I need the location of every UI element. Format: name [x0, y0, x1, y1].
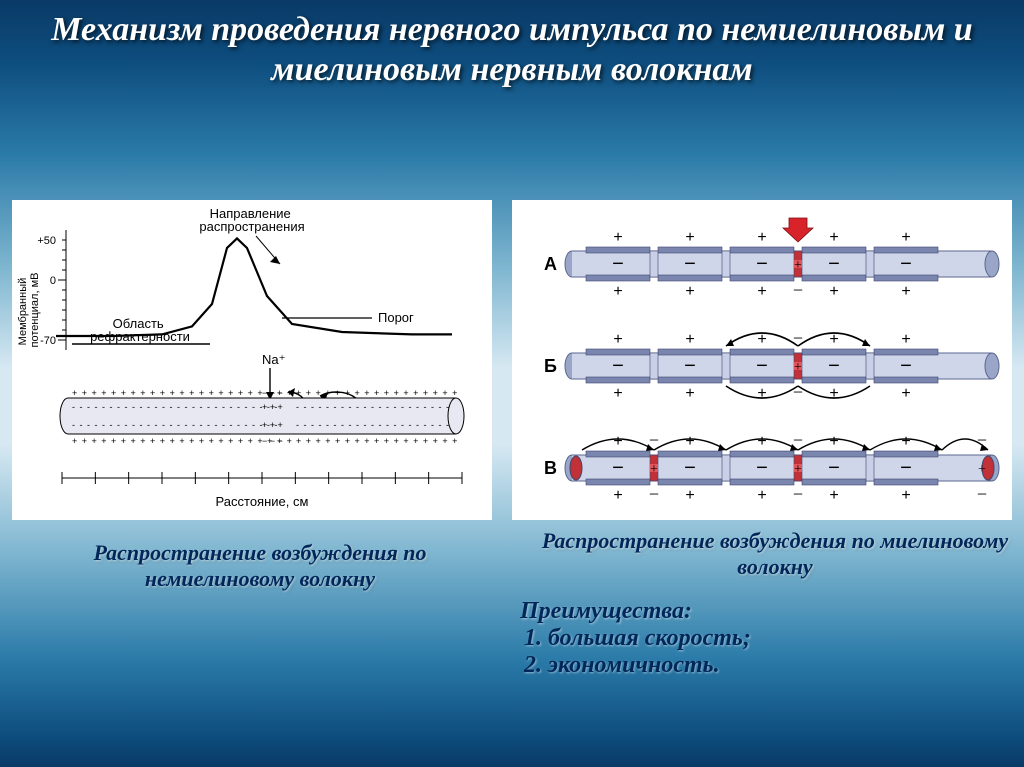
svg-text:−: − [684, 355, 696, 377]
stage-label: А [544, 254, 557, 274]
svg-text:+: + [794, 462, 802, 477]
svg-text:−: − [612, 355, 624, 377]
y-axis-label-line1: Мембранный [17, 278, 29, 346]
advantages-block: Преимущества: большая скорость; экономич… [520, 598, 1010, 679]
svg-text:− − −: − − − [262, 388, 283, 398]
advantages-heading: Преимущества: [520, 598, 1010, 625]
svg-text:+: + [613, 487, 622, 504]
svg-text:- - - - - - - - - - - - - - -: - - - - - - - - - - - - - - - - - - - - … [296, 420, 450, 430]
svg-text:+: + [829, 283, 838, 300]
ytick-0: 0 [50, 275, 56, 287]
stage-label: В [544, 458, 557, 478]
svg-text:−: − [900, 355, 912, 377]
svg-text:+: + [901, 283, 910, 300]
svg-text:−: − [828, 253, 840, 275]
svg-text:+: + [685, 385, 694, 402]
refractory-label-2: рефрактерности [90, 329, 190, 344]
svg-text:+: + [794, 258, 802, 273]
svg-text:−: − [756, 457, 768, 479]
svg-text:−: − [756, 355, 768, 377]
left-diagram-panel: Мембранный потенциал, мВ +50 0 -70 [12, 200, 492, 520]
svg-text:−: − [793, 484, 803, 504]
svg-text:+: + [829, 433, 838, 450]
svg-text:+: + [901, 331, 910, 348]
svg-text:+: + [613, 331, 622, 348]
svg-text:+: + [613, 283, 622, 300]
svg-text:+ + + + + + + + + + + + + + +: + + + + + + + + + + + + + + + + + [296, 436, 458, 446]
svg-text:Мембранный потенциал,: Мембранный потенциал, мВ [17, 273, 41, 348]
ytick-neg70: -70 [40, 335, 56, 347]
svg-text:+: + [901, 385, 910, 402]
svg-text:−: − [828, 355, 840, 377]
left-caption: Распространение возбуждения по немиелино… [40, 540, 480, 593]
svg-text:+: + [757, 385, 766, 402]
svg-text:Направление распростра: Направление распространения [199, 206, 304, 234]
svg-text:−: − [900, 253, 912, 275]
svg-text:- - - - - - - - - - - - - - -: - - - - - - - - - - - - - - - - - - - - … [72, 420, 278, 430]
svg-text:−: − [900, 457, 912, 479]
svg-text:−: − [649, 484, 659, 504]
svg-text:- - - - - - - - - - - - - - -: - - - - - - - - - - - - - - - - - - - - … [72, 402, 278, 412]
svg-text:−: − [612, 253, 624, 275]
svg-text:Область рефрактерности: Область рефрактерности [90, 316, 190, 344]
svg-text:+ + + + + + + + + + + + + + +: + + + + + + + + + + + + + + + + + + + + … [72, 388, 293, 398]
svg-text:+: + [829, 487, 838, 504]
na-label: Na⁺ [262, 352, 285, 367]
svg-text:+: + [650, 462, 658, 477]
svg-text:+: + [685, 331, 694, 348]
slide: Механизм проведения нервного импульса по… [0, 0, 1024, 767]
svg-text:+: + [757, 433, 766, 450]
svg-text:+: + [901, 487, 910, 504]
svg-text:+: + [829, 385, 838, 402]
svg-text:+: + [829, 229, 838, 246]
svg-text:+: + [685, 229, 694, 246]
slide-title: Механизм проведения нервного импульса по… [0, 10, 1024, 90]
stage-label: Б [544, 356, 557, 376]
svg-text:+: + [613, 385, 622, 402]
svg-text:+: + [685, 283, 694, 300]
svg-text:+: + [757, 229, 766, 246]
action-potential-diagram: Мембранный потенциал, мВ +50 0 -70 [12, 200, 492, 520]
svg-text:−: − [828, 457, 840, 479]
right-caption: Распространение возбуждения по миелиново… [540, 528, 1010, 581]
svg-text:−: − [977, 484, 987, 504]
svg-text:−: − [684, 253, 696, 275]
svg-text:−: − [756, 253, 768, 275]
svg-text:+: + [757, 283, 766, 300]
svg-text:+: + [901, 433, 910, 450]
ytick-50: +50 [37, 235, 56, 247]
svg-text:+: + [901, 229, 910, 246]
svg-text:- - - - - - - - - - - - - - -: - - - - - - - - - - - - - - - - - - - - … [296, 402, 450, 412]
svg-text:− − −: − − − [262, 436, 283, 446]
right-diagram-panel: А + − + + − + + − + + − + + − + − + − Б + − + + − + + − + + − + + − + − + − В +… [512, 200, 1012, 520]
svg-text:+: + [613, 229, 622, 246]
x-axis-label: Расстояние, см [216, 494, 309, 509]
svg-text:+: + [613, 433, 622, 450]
svg-text:+: + [794, 360, 802, 375]
advantage-1: большая скорость; [524, 625, 1010, 652]
svg-text:−: − [793, 382, 803, 402]
svg-text:−: − [793, 328, 803, 348]
entry-arrow-icon [783, 218, 813, 242]
myelinated-fiber-diagram: А + − + + − + + − + + − + + − + − + − Б + − + + − + + − + + − + + − + − + − В +… [512, 200, 1012, 520]
svg-text:−: − [793, 280, 803, 300]
svg-text:−: − [684, 457, 696, 479]
svg-text:+: + [685, 487, 694, 504]
advantage-2: экономичность. [524, 652, 1010, 679]
svg-text:−: − [612, 457, 624, 479]
direction-label-2: распространения [199, 219, 304, 234]
svg-text:+ + + + + + + + + + + + + + +: + + + + + + + + + + + + + + + + + [296, 388, 458, 398]
svg-text:+ + + + + + + + + + + + + + +: + + + + + + + + + + + + + + + + + + + + … [72, 436, 293, 446]
threshold-label: Порог [378, 310, 414, 325]
svg-text:+: + [757, 487, 766, 504]
svg-text:+: + [978, 462, 986, 477]
svg-text:+ + +: + + + [262, 420, 283, 430]
svg-text:+: + [685, 433, 694, 450]
svg-text:+ + +: + + + [262, 402, 283, 412]
